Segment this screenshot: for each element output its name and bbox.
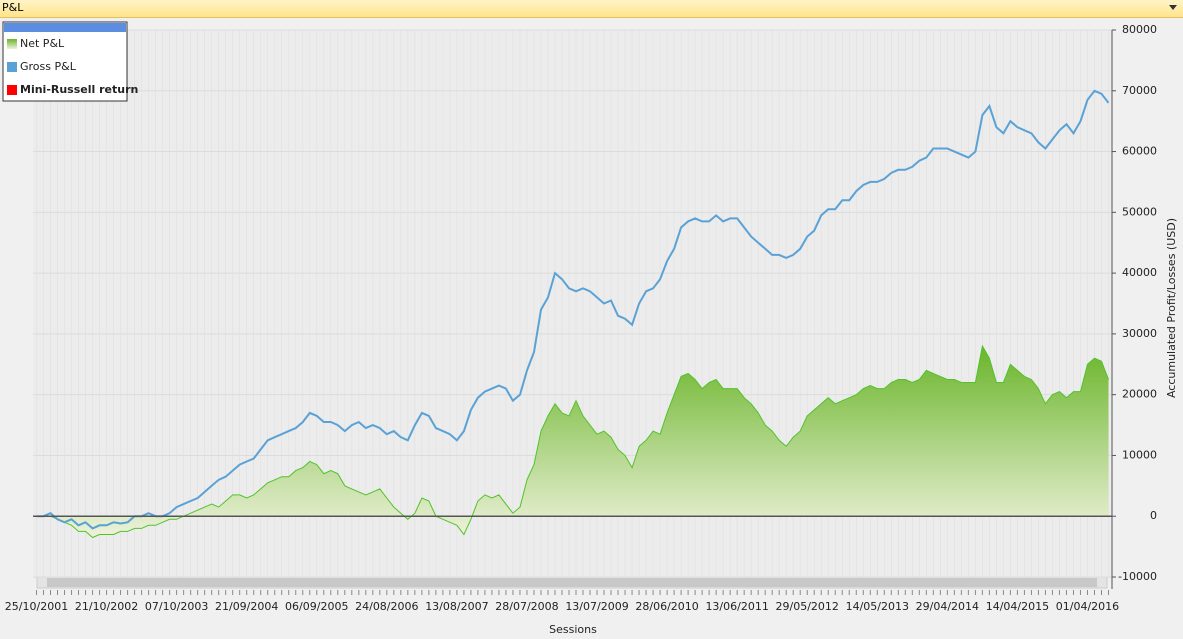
x-tick-label: 13/08/2007	[425, 600, 488, 613]
x-tick-label: 21/10/2002	[75, 600, 138, 613]
x-tick-label: 07/10/2003	[145, 600, 208, 613]
y-tick-label: 30000	[1122, 327, 1157, 340]
dropdown-arrow[interactable]	[1169, 5, 1177, 10]
y-tick-label: 10000	[1122, 448, 1157, 461]
x-tick-label: 28/06/2010	[635, 600, 698, 613]
x-tick-label: 14/05/2013	[846, 600, 909, 613]
series-line	[36, 344, 1109, 539]
legend-swatch	[7, 62, 17, 72]
x-tick-label: 21/09/2004	[215, 600, 278, 613]
area-fill	[36, 346, 1109, 538]
x-tick-label: 29/04/2014	[916, 600, 979, 613]
y-tick-label: 80000	[1122, 23, 1157, 36]
x-tick-label: 29/05/2012	[776, 600, 839, 613]
x-tick-label: 24/08/2006	[355, 600, 418, 613]
x-tick-label: 06/09/2005	[285, 600, 348, 613]
y-tick-label: 20000	[1122, 388, 1157, 401]
legend-label: Mini-Russell return	[20, 83, 138, 96]
y-tick-label: -10000	[1118, 570, 1157, 583]
x-tick-label: 01/04/2016	[1056, 600, 1119, 613]
series-line	[36, 89, 1110, 530]
scrollbar-thumb[interactable]	[47, 578, 1097, 587]
y-tick-label: 50000	[1122, 205, 1157, 218]
x-tick-label: 13/07/2009	[565, 600, 628, 613]
y-tick-label: 70000	[1122, 84, 1157, 97]
x-tick-label: 25/10/2001	[5, 600, 68, 613]
x-tick-label: 13/06/2011	[705, 600, 768, 613]
y-tick-label: 0	[1150, 509, 1157, 522]
legend-box	[2, 21, 128, 102]
legend-swatch	[7, 85, 17, 95]
x-axis-title: Sessions	[549, 623, 597, 636]
legend-label: Net P&L	[20, 37, 65, 50]
x-tick-label: 14/04/2015	[986, 600, 1049, 613]
y-tick-label: 40000	[1122, 266, 1157, 279]
legend-swatch	[7, 39, 17, 49]
title-bar: P&L	[0, 0, 1183, 18]
x-tick-label: 28/07/2008	[495, 600, 558, 613]
legend: Net P&L Gross P&L Mini-Russell return	[2, 21, 138, 102]
legend-header	[4, 23, 126, 32]
chart: Accumulated Profit/Losses (USD) Sessions…	[2, 21, 1178, 636]
legend-label: Gross P&L	[20, 60, 77, 73]
y-tick-label: 60000	[1122, 145, 1157, 158]
window-title: P&L	[2, 1, 24, 14]
y-axis-title: Accumulated Profit/Losses (USD)	[1165, 218, 1178, 398]
